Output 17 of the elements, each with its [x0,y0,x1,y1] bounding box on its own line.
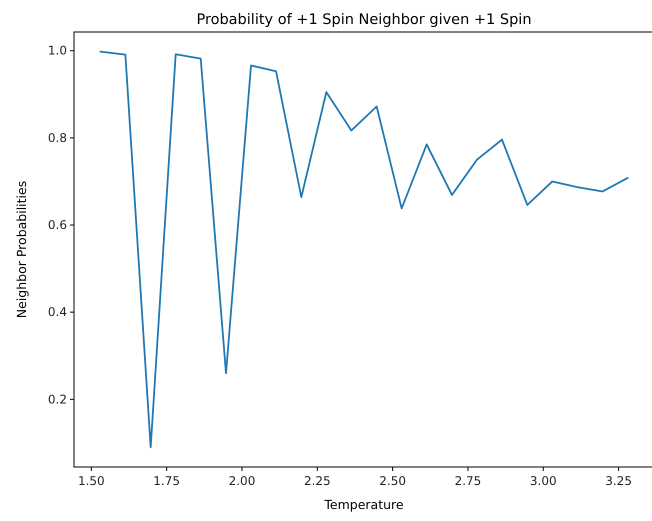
y-tick-label: 0.2 [48,392,67,406]
chart-title: Probability of +1 Spin Neighbor given +1 Spin [196,12,532,28]
x-tick-label: 2.25 [304,474,331,488]
y-tick-label: 0.8 [48,130,67,145]
x-tick-label: 3.25 [605,474,632,488]
y-tick-label: 1.0 [48,44,67,58]
x-axis-title: Temperature [323,497,404,512]
x-tick-label: 3.00 [530,474,557,488]
y-axis-title: Neighbor Probabilities [14,180,29,318]
x-tick-label: 1.50 [78,474,105,488]
x-tick-label: 2.00 [228,474,256,488]
y-tick-label: 0.6 [48,218,67,232]
x-tick-label: 2.50 [379,474,406,488]
y-tick-label: 0.4 [48,305,67,320]
x-tick-label: 2.75 [454,474,482,488]
x-tick-label: 1.75 [153,474,180,488]
line-series [99,50,629,448]
